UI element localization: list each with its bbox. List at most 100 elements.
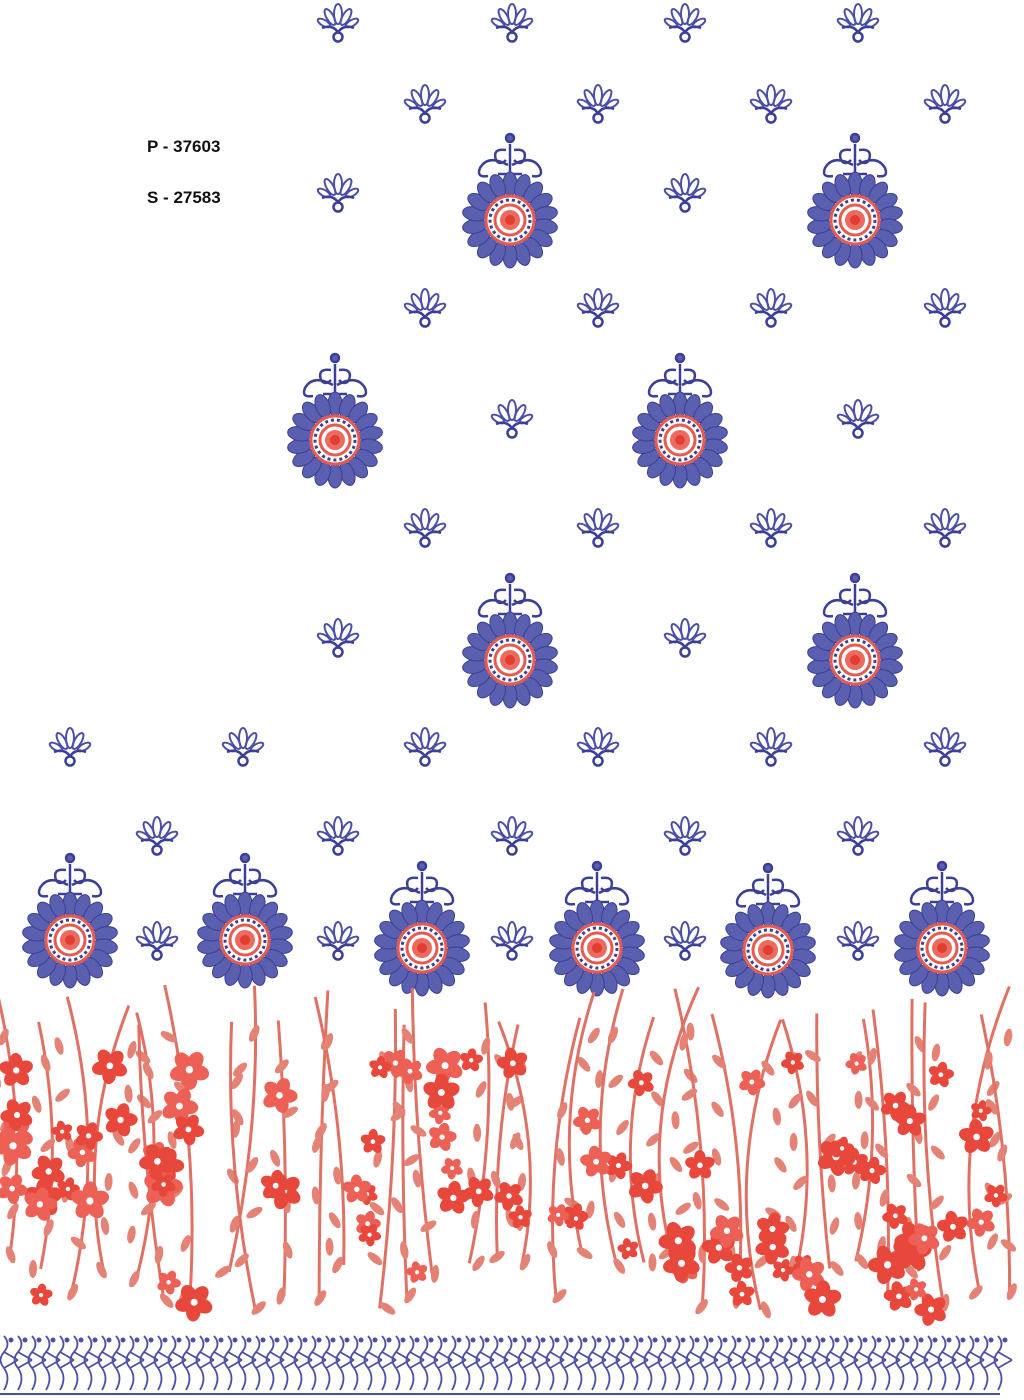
flower-center: [154, 1157, 161, 1165]
flower-center: [415, 1270, 420, 1275]
lattice-dot: [260, 1337, 266, 1343]
design-code: P - 37603: [147, 137, 220, 156]
flower-center: [723, 1227, 731, 1234]
leaf: [314, 1290, 327, 1306]
leaf: [939, 1244, 952, 1261]
lattice-mark: [307, 1335, 327, 1391]
flower: [396, 1058, 423, 1085]
lattice-mark: [419, 1335, 439, 1391]
lattice-mark: [321, 1335, 341, 1391]
leaf: [1006, 1283, 1017, 1301]
flower-petal: [356, 1214, 369, 1226]
flower: [617, 1238, 639, 1260]
leaf: [226, 1168, 239, 1185]
flower: [358, 1224, 382, 1247]
flower-petal: [264, 1081, 281, 1098]
lattice-dot: [232, 1337, 238, 1343]
fan-motif: [315, 617, 361, 658]
flower-petal: [164, 1091, 181, 1108]
flower-petal: [181, 1284, 197, 1304]
leaf: [470, 1210, 480, 1229]
leaf: [489, 1250, 505, 1264]
fan-motif: [662, 920, 708, 961]
flower-petal: [444, 1158, 454, 1169]
leaf: [127, 1040, 137, 1059]
flower-petal: [9, 1052, 23, 1071]
flower: [51, 1120, 73, 1142]
flower-center: [9, 1142, 17, 1150]
flower: [31, 1155, 65, 1189]
flower-center: [892, 1102, 899, 1109]
flower: [437, 1180, 471, 1214]
lattice-dot: [148, 1337, 154, 1343]
flower-petal: [24, 1192, 41, 1207]
lattice-dot: [358, 1337, 364, 1343]
lattice-dot: [610, 1337, 616, 1343]
leaf: [246, 1156, 259, 1173]
fan-motif: [662, 172, 708, 213]
flower-petal: [757, 1217, 774, 1232]
fan-motif: [922, 287, 968, 328]
flower-petal: [883, 1092, 898, 1107]
leaf: [675, 1202, 691, 1215]
leaf: [246, 1206, 263, 1219]
lattice-dot: [778, 1337, 784, 1343]
flower: [508, 1205, 532, 1229]
leaf: [312, 1135, 322, 1153]
lattice-mark: [909, 1335, 929, 1391]
leaf: [669, 1156, 683, 1173]
leaf: [154, 1245, 164, 1264]
flower-petal: [57, 1180, 69, 1191]
lattice-mark: [545, 1335, 565, 1391]
flower-petal: [622, 1238, 632, 1249]
leaf: [711, 1101, 724, 1117]
lattice-dot: [218, 1337, 224, 1343]
leaf: [412, 1169, 422, 1188]
flower-center: [407, 1068, 413, 1074]
leaf: [930, 1145, 945, 1160]
leaf: [475, 1081, 487, 1098]
design-code: S - 27583: [147, 188, 221, 207]
flower-petal: [384, 1051, 397, 1065]
flower-petal: [262, 1184, 278, 1199]
lattice-dot: [92, 1337, 98, 1343]
flower-center: [450, 1166, 455, 1171]
flower-petal: [97, 1049, 113, 1067]
leaf: [270, 1149, 281, 1167]
lattice-mark: [559, 1335, 579, 1391]
flower-center: [978, 1219, 984, 1225]
lattice-mark: [125, 1335, 145, 1391]
flower-center: [441, 1062, 449, 1070]
flower: [564, 1206, 589, 1230]
flower-petal: [460, 1053, 472, 1063]
flower-center: [13, 1067, 20, 1074]
lattice-dot: [316, 1337, 322, 1343]
fan-motif: [922, 83, 968, 124]
flower-center: [392, 1060, 399, 1066]
fan-motif: [489, 815, 535, 856]
flower-center: [839, 1146, 845, 1151]
lattice-dot: [442, 1337, 448, 1343]
flower: [606, 1152, 633, 1180]
lattice-mark: [727, 1335, 747, 1391]
leaf: [70, 1236, 86, 1250]
flower: [463, 1177, 494, 1208]
leaf: [248, 1025, 260, 1042]
leaf: [712, 1054, 727, 1069]
lattice-dot: [666, 1337, 672, 1343]
flower: [883, 1281, 913, 1311]
lattice-mark: [209, 1335, 229, 1391]
lattice-dot: [106, 1337, 112, 1343]
flower-center: [36, 1201, 44, 1208]
leaf: [231, 1119, 241, 1138]
flower-center: [79, 1149, 86, 1156]
flower-petal: [154, 1173, 166, 1186]
flower-petal: [369, 1060, 381, 1070]
lattice-mark: [587, 1335, 607, 1391]
flower-center: [697, 1162, 703, 1169]
flower-center: [437, 1089, 445, 1096]
lattice-dot: [50, 1337, 56, 1343]
lattice-dot: [8, 1337, 14, 1343]
leaf: [930, 1195, 944, 1210]
